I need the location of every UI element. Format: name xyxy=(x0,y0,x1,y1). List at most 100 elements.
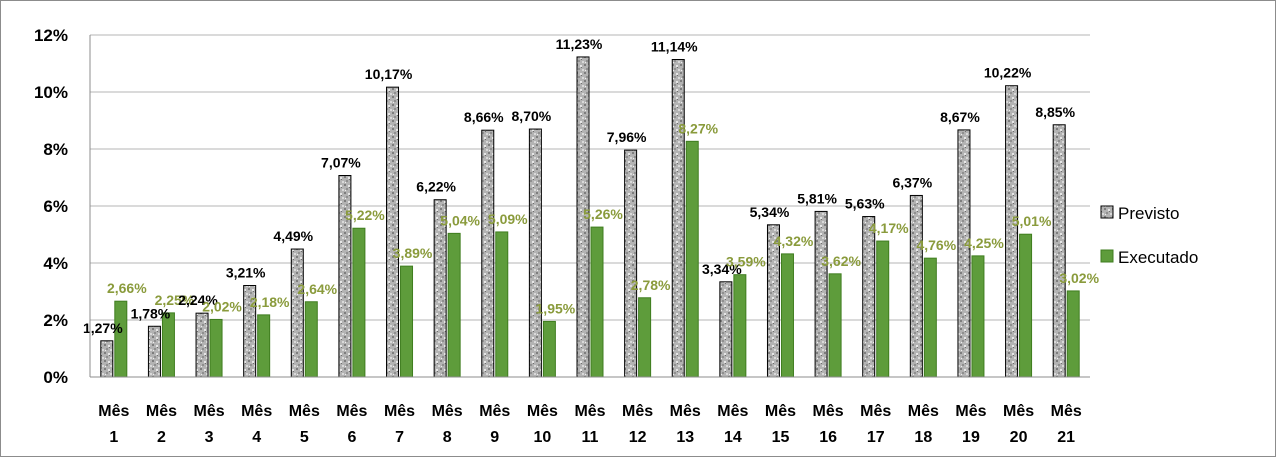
data-label-executado: 3,02% xyxy=(1059,270,1099,286)
data-label-executado: 2,64% xyxy=(297,281,337,297)
data-label-previsto: 2,24% xyxy=(178,292,218,308)
data-label-previsto: 8,70% xyxy=(512,108,552,124)
bar-executado xyxy=(114,300,128,378)
legend-label-previsto: Previsto xyxy=(1118,204,1179,223)
data-label-executado: 2,18% xyxy=(250,294,290,310)
legend-swatch-previsto xyxy=(1100,205,1114,219)
x-tick-label-number: 15 xyxy=(772,429,790,446)
data-label-previsto: 6,37% xyxy=(892,174,932,190)
x-tick-label: Mês xyxy=(146,403,177,420)
bar-previsto xyxy=(338,175,352,378)
x-tick-label: Mês xyxy=(527,403,558,420)
x-tick-label: Mês xyxy=(384,403,415,420)
bar-previsto xyxy=(386,86,400,378)
bar-executado xyxy=(1019,233,1033,378)
x-tick-label-number: 14 xyxy=(724,429,742,446)
data-label-previsto: 11,23% xyxy=(556,36,603,52)
data-label-previsto: 8,66% xyxy=(464,109,504,125)
bar-executado xyxy=(971,255,985,378)
data-label-previsto: 5,63% xyxy=(845,196,885,212)
x-tick-label-number: 1 xyxy=(109,429,118,446)
data-label-executado: 4,25% xyxy=(964,235,1004,251)
data-label-previsto: 5,81% xyxy=(797,190,837,206)
bar-executado xyxy=(828,273,842,378)
data-label-executado: 5,22% xyxy=(345,207,385,223)
y-tick-label: 8% xyxy=(43,140,68,159)
y-tick-label: 4% xyxy=(43,254,68,273)
data-label-executado: 5,09% xyxy=(488,211,528,227)
bar-previsto xyxy=(100,340,114,378)
bar-executado xyxy=(542,320,556,378)
data-label-executado: 3,62% xyxy=(821,253,861,269)
data-label-previsto: 3,21% xyxy=(226,265,266,281)
bar-executado xyxy=(685,140,699,378)
x-tick-label-number: 3 xyxy=(205,429,214,446)
x-tick-label-number: 10 xyxy=(533,429,551,446)
x-tick-label: Mês xyxy=(289,403,320,420)
data-label-executado: 1,95% xyxy=(536,300,576,316)
x-tick-label-number: 11 xyxy=(582,429,599,446)
x-tick-label-number: 18 xyxy=(914,429,932,446)
x-tick-label: Mês xyxy=(765,403,796,420)
bar-executado xyxy=(733,274,747,378)
x-tick-label-number: 13 xyxy=(676,429,694,446)
bar-executado xyxy=(638,297,652,378)
data-label-previsto: 7,07% xyxy=(321,155,361,171)
data-label-previsto: 1,78% xyxy=(131,305,171,321)
bar-executado xyxy=(352,227,366,378)
data-label-previsto: 7,96% xyxy=(607,129,647,145)
data-label-executado: 4,17% xyxy=(869,220,909,236)
x-tick-label-number: 2 xyxy=(157,429,166,446)
x-tick-label: Mês xyxy=(1051,403,1082,420)
bar-executado xyxy=(257,314,271,378)
x-tick-label-number: 9 xyxy=(490,429,499,446)
bar-executado xyxy=(161,312,175,378)
x-tick-label: Mês xyxy=(98,403,129,420)
x-tick-label: Mês xyxy=(241,403,272,420)
data-label-previsto: 3,34% xyxy=(702,261,742,277)
x-tick-label-number: 19 xyxy=(962,429,980,446)
x-tick-label: Mês xyxy=(908,403,939,420)
bar-previsto xyxy=(862,216,876,378)
x-tick-label-number: 20 xyxy=(1010,429,1028,446)
data-label-executado: 2,78% xyxy=(631,277,671,293)
data-label-executado: 2,02% xyxy=(202,298,242,314)
bar-executado xyxy=(209,318,223,378)
legend-label-executado: Executado xyxy=(1118,248,1198,267)
data-label-previsto: 8,67% xyxy=(940,109,980,125)
bar-previsto xyxy=(147,325,161,378)
bar-executado xyxy=(590,226,604,378)
data-label-previsto: 1,27% xyxy=(83,320,123,336)
x-tick-label: Mês xyxy=(813,403,844,420)
data-label-executado: 4,32% xyxy=(774,233,814,249)
data-label-previsto: 5,34% xyxy=(750,204,790,220)
data-label-previsto: 11,14% xyxy=(651,39,698,55)
x-tick-label: Mês xyxy=(193,403,224,420)
data-label-executado: 2,66% xyxy=(107,280,147,296)
x-tick-label-number: 5 xyxy=(300,429,309,446)
data-label-executado: 3,59% xyxy=(726,254,766,270)
bar-executado xyxy=(923,257,937,378)
x-tick-label-number: 6 xyxy=(347,429,356,446)
bar-previsto xyxy=(1005,85,1019,378)
data-label-executado: 2,25% xyxy=(155,292,195,308)
x-tick-label: Mês xyxy=(432,403,463,420)
bar-previsto xyxy=(290,248,304,378)
data-label-executado: 5,04% xyxy=(440,212,480,228)
x-tick-label-number: 4 xyxy=(252,429,261,446)
x-tick-label-number: 21 xyxy=(1057,429,1075,446)
x-tick-label-number: 17 xyxy=(867,429,885,446)
x-tick-label: Mês xyxy=(717,403,748,420)
bar-previsto xyxy=(814,210,828,378)
legend-swatch-executado xyxy=(1100,249,1114,263)
x-tick-label-number: 7 xyxy=(395,429,404,446)
bar-previsto xyxy=(909,194,923,378)
y-tick-label: 0% xyxy=(43,368,68,387)
x-tick-label: Mês xyxy=(670,403,701,420)
legend: Previsto Executado xyxy=(1100,204,1198,267)
bar-previsto xyxy=(481,129,495,378)
x-tick-label: Mês xyxy=(955,403,986,420)
bar-executado xyxy=(304,301,318,378)
x-tick-label: Mês xyxy=(622,403,653,420)
